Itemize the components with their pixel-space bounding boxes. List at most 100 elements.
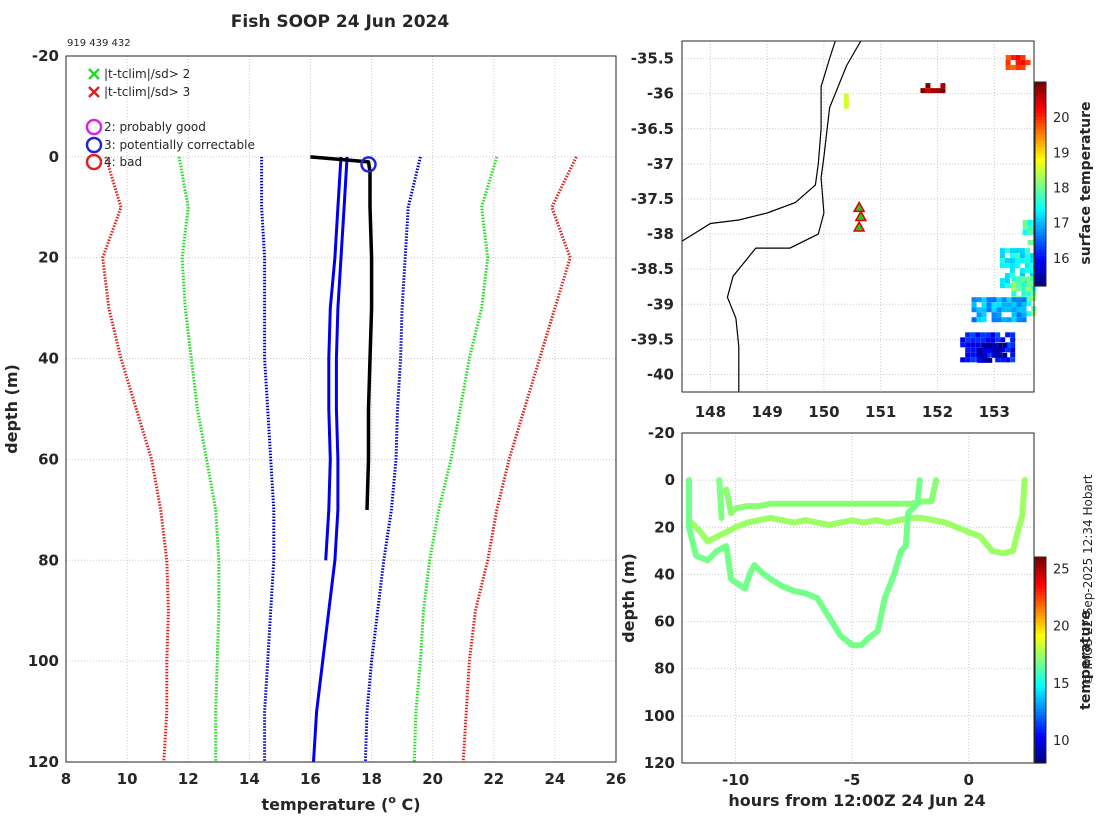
colorbar-segment (1035, 218, 1046, 222)
series-sd2-left (177, 156, 221, 762)
colorbar-segment (1035, 711, 1046, 716)
sst-cell (1000, 357, 1006, 363)
legend: |t-tclim|/sd> 2 |t-tclim|/sd> 3 2: probabl… (85, 67, 255, 171)
dt-y-tick-label: -20 (648, 424, 675, 442)
colorbar-segment (1035, 570, 1046, 575)
track-trace-left-spike (716, 477, 725, 521)
legend-label: 4: bad (104, 155, 142, 169)
colorbar-segment (1035, 584, 1046, 589)
sst-cell (1009, 273, 1015, 279)
sst-cell (1005, 60, 1011, 66)
sst-cell (1016, 317, 1022, 323)
dt-y-tick-label: 120 (644, 754, 675, 772)
sst-cell (1011, 317, 1017, 323)
sst-cell (982, 352, 988, 358)
colorbar-segment (1035, 139, 1046, 144)
sst-cell (1005, 347, 1011, 353)
sst-cell (1026, 291, 1032, 297)
y-tick-label: 120 (28, 753, 59, 771)
sst-cell (970, 342, 976, 348)
sst-cell (997, 347, 1003, 353)
x-tick-label: 8 (61, 770, 71, 788)
legend-label: |t-tclim|/sd> 3 (104, 85, 190, 99)
dt-x-tick-label: -5 (844, 771, 861, 789)
sst-cell (1016, 276, 1022, 282)
sst-cell (960, 342, 966, 348)
colorbar-segment (1035, 622, 1046, 627)
x-tick-label: 24 (544, 770, 565, 788)
sst-cell (920, 88, 926, 94)
sst-cell (971, 297, 977, 303)
sst-cell (1026, 286, 1032, 292)
legend-marker-circle (85, 136, 103, 154)
colorbar-tick-label: 20 (1053, 620, 1070, 635)
sst-cell (996, 312, 1002, 318)
sst-cell (976, 307, 982, 313)
sst-cell (986, 297, 992, 303)
sst-cell (996, 317, 1002, 323)
sst-cell (1024, 258, 1030, 264)
sst-cell (1011, 297, 1017, 303)
sst-cell (1021, 302, 1027, 308)
sst-cell (1024, 248, 1030, 254)
sst-cell (987, 347, 993, 353)
sst-cell (980, 337, 986, 343)
sst-cell (1026, 281, 1032, 287)
colorbar-tick-label: 15 (1053, 677, 1070, 692)
depth-time-colorbar-label: temperature (1078, 610, 1094, 710)
sst-cell (1001, 317, 1007, 323)
colorbar-segment (1035, 615, 1046, 620)
sst-cell (1020, 55, 1026, 61)
colorbar-segment (1035, 639, 1046, 644)
sst-cell (1016, 312, 1022, 318)
sst-cell (1016, 302, 1022, 308)
sst-cell (925, 88, 931, 94)
figure-title: Fish SOOP 24 Jun 2024 (231, 12, 450, 32)
y-tick-label: 100 (28, 652, 59, 670)
sst-cell (976, 312, 982, 318)
sst-cell (843, 93, 849, 99)
sst-cell (990, 332, 996, 338)
colorbar-segment (1035, 673, 1046, 678)
station-marker (854, 209, 868, 222)
colorbar-segment (1035, 646, 1046, 651)
sst-cell (1011, 281, 1017, 287)
sst-cell (965, 342, 971, 348)
sst-cell (935, 88, 941, 94)
legend-label: 3: potentially correctable (104, 138, 255, 152)
colorbar-segment (1035, 265, 1046, 270)
sst-cell (1026, 301, 1032, 307)
colorbar-segment (1035, 701, 1046, 706)
sst-cell (999, 278, 1005, 284)
depth-time-panel: -10 -5 0 -20 0 20 40 60 80 100 120 depth (m) hours… (619, 424, 1094, 810)
id-label: 919 439 432 (67, 38, 131, 49)
sst-cell (995, 337, 1001, 343)
legend-label: |t-tclim|/sd> 2 (104, 67, 190, 81)
sst-cell (977, 352, 983, 358)
series-clim-mean-left (324, 156, 343, 561)
colorbar-tick-label: 20 (1053, 111, 1070, 126)
sst-cell (980, 332, 986, 338)
sst-cell (1021, 297, 1027, 303)
sst-cell (1004, 283, 1010, 289)
track-trace-deep (686, 477, 923, 649)
sst-cell (1021, 276, 1027, 282)
map-data (681, 40, 1040, 392)
sst-cell (981, 317, 987, 323)
station-marker (852, 220, 866, 232)
colorbar-segment (1035, 704, 1046, 709)
sst-cell (1004, 248, 1010, 254)
colorbar-segment (1035, 594, 1046, 599)
sst-cell (992, 352, 998, 358)
sst-cell (1001, 302, 1007, 308)
sst-cell (1027, 220, 1033, 226)
sst-cell (1021, 317, 1027, 323)
colorbar-segment (1035, 591, 1046, 596)
colorbar-segment (1035, 241, 1046, 246)
legend-marker-circle (85, 153, 103, 171)
sst-cell (996, 307, 1002, 313)
colorbar-segment (1035, 725, 1046, 730)
legend-marker-circle (85, 118, 103, 136)
sst-cell (1002, 352, 1008, 358)
